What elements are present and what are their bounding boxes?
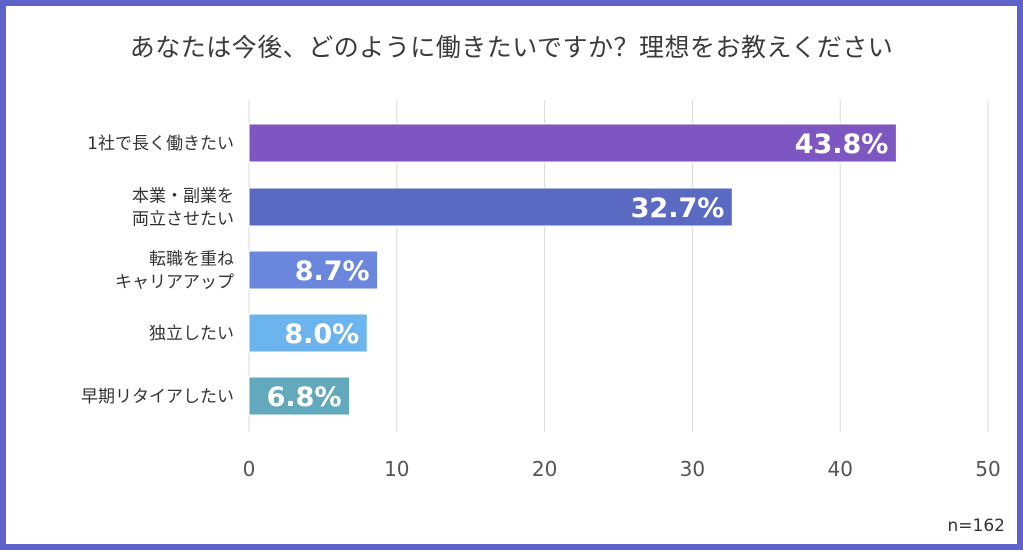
x-tick-label: 10: [384, 457, 409, 481]
category-label: 早期リタイアしたい: [81, 387, 234, 407]
bar: [248, 250, 379, 290]
category-label: キャリアアップ: [115, 273, 234, 293]
category-label: 転職を重ね: [149, 250, 234, 270]
data-label: 8.0%: [284, 319, 359, 350]
bar: [248, 313, 368, 353]
category-label: 両立させたい: [132, 210, 234, 230]
x-tick-label: 30: [680, 457, 705, 481]
category-label: 1社で長く働きたい: [87, 134, 234, 154]
data-label: 8.7%: [295, 256, 370, 287]
sample-size-note: n=162: [947, 516, 1005, 536]
x-tick-label: 40: [827, 457, 852, 481]
data-label: 43.8%: [795, 129, 889, 160]
bar: [248, 187, 733, 227]
data-label: 6.8%: [267, 382, 342, 413]
bar: [248, 123, 897, 163]
category-label: 独立したい: [149, 324, 234, 344]
category-label: 本業・副業を: [132, 187, 234, 207]
bar: [248, 376, 351, 416]
x-tick-label: 0: [243, 457, 256, 481]
x-tick-label: 20: [532, 457, 557, 481]
x-tick-label: 50: [975, 457, 1000, 481]
chart-title: あなたは今後、どのように働きたいですか？理想をお教えください: [129, 33, 894, 62]
data-label: 32.7%: [631, 193, 725, 224]
